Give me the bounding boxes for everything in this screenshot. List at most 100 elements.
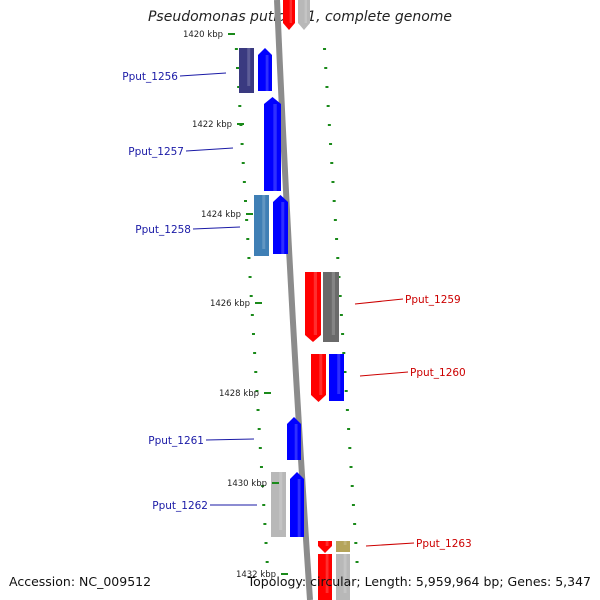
gene-block-shine [247,48,251,86]
tick-mark [342,352,346,354]
gene-block-shine [279,472,283,530]
tick-mark [324,67,328,69]
ruler-label: 1430 kbp [227,479,267,489]
label-leader-line [359,371,409,377]
gene-features [239,0,350,600]
tick-mark [343,371,347,373]
tick-mark [259,466,263,468]
gene-block-red-lower [318,554,332,600]
tick-mark [237,86,241,88]
gene-label-forward: Pput_1258 [135,224,191,236]
gene-block-olive [336,541,350,552]
gene-block-lightgray [271,472,286,537]
gene-block-lightgray-lower [336,554,350,600]
ruler-label: 1420 kbp [183,30,223,40]
tick-mark [245,219,249,221]
ruler-major-tick [255,302,262,304]
tick-mark [250,314,254,316]
tick-mark [234,48,238,50]
gene-block-shine [304,0,307,23]
ruler-major-tick [228,33,235,35]
gene-block-steel [254,195,269,256]
gene-block-pput-1263 [318,541,332,553]
gene-block-pput-1260 [311,354,326,402]
gene-block-gray [323,272,339,342]
gene-label-reverse: Pput_1260 [410,367,466,379]
tick-mark [335,238,339,240]
gene-block-pput-1257 [264,97,281,191]
gene-block-shine [337,354,341,394]
gene-block-shine [294,424,298,460]
ruler-label: 1424 kbp [201,210,241,220]
tick-mark [248,276,252,278]
tick-mark [344,390,348,392]
tick-mark [333,219,337,221]
tick-mark [355,561,359,563]
tick-mark [347,428,351,430]
gene-block-shine [281,202,285,254]
tick-mark [261,485,265,487]
tick-mark [247,257,251,259]
tick-mark [238,105,242,107]
label-leader-line [185,147,234,152]
tick-mark [345,409,349,411]
genome-summary-text: Topology: circular; Length: 5,959,964 bp… [247,574,591,589]
ruler-major-tick [281,573,288,575]
gene-block-pput-1259 [305,272,321,342]
tick-mark [241,162,245,164]
tick-mark [240,143,244,145]
tick-mark [354,542,358,544]
tick-mark [253,352,257,354]
tick-mark [242,181,246,183]
tick-mark [353,523,357,525]
tick-mark [329,143,333,145]
gene-block-shine [297,479,301,537]
tick-mark [349,466,353,468]
gene-label-forward: Pput_1261 [148,435,204,447]
gene-block-shine [273,104,277,191]
gene-block-shine [313,272,317,335]
tick-mark [327,124,331,126]
ruler-label: 1432 kbp [236,570,276,580]
ruler-label: 1422 kbp [192,120,232,130]
tick-mark [263,523,267,525]
tick-mark [265,561,269,563]
gene-label-forward: Pput_1262 [152,500,208,512]
tick-mark [325,86,329,88]
gene-block-shine [265,55,269,91]
tick-mark [332,200,336,202]
tick-mark [323,48,327,50]
gene-block-pput-1262 [290,472,304,537]
tick-mark [258,447,262,449]
tick-mark [256,409,260,411]
gene-block-pput-1261 [287,417,301,460]
gene-label-reverse: Pput_1259 [405,294,461,306]
tick-mark [341,333,345,335]
tick-mark [348,447,352,449]
gene-block-shine [325,554,329,593]
tick-mark [262,504,266,506]
gene-block-shine [331,272,335,335]
ruler-major-tick [264,392,271,394]
ruler-label: 1426 kbp [210,299,250,309]
ruler-major-tick [246,213,253,215]
gene-block-shine [319,354,323,395]
genome-backbone [274,0,313,600]
tick-mark [254,371,258,373]
gene-block-stub-gray [298,0,310,30]
kbp-ruler: 1420 kbp 1422 kbp 1424 kbp 1426 kbp 1428 kbp… [183,30,288,580]
tick-mark [264,542,268,544]
accession-text: Accession: NC_009512 [9,574,152,589]
gene-label-forward: Pput_1256 [122,71,178,83]
ruler-major-tick [272,482,279,484]
tick-mark [330,162,334,164]
gene-block-shine [325,541,329,546]
gene-block-shine [289,0,292,23]
gene-labels: Pput_1256 Pput_1257 Pput_1258 Pput_1261 Pput… [122,71,472,550]
gene-block-pput-1258 [273,195,288,254]
tick-mark [255,390,259,392]
tick-mark [350,485,354,487]
right-tick-track [323,48,359,563]
tick-mark [257,428,261,430]
gene-label-forward: Pput_1257 [128,146,184,158]
